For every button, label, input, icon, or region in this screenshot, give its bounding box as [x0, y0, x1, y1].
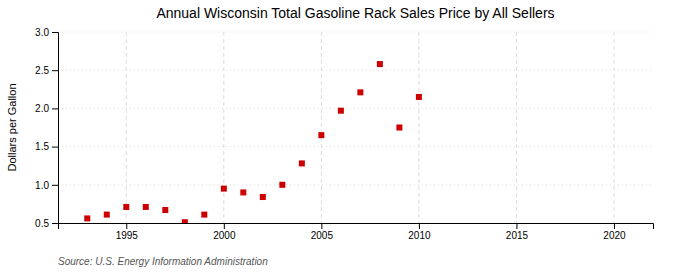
grid-line: [58, 32, 653, 33]
point: [279, 182, 285, 188]
x-tick: 2015: [506, 223, 529, 241]
y-tick-mark: [52, 185, 58, 186]
x-tick-label: 2015: [506, 230, 529, 241]
point: [143, 204, 149, 210]
grid-line: [58, 146, 653, 147]
y-tick-label: 1.5: [35, 141, 49, 152]
point: [338, 108, 344, 114]
grid: [58, 32, 653, 223]
y-tick: 1.5: [35, 141, 58, 152]
y-axis-line: [52, 33, 59, 224]
x-axis-line: [59, 224, 654, 230]
point: [221, 186, 227, 192]
y-axis: 0.5 1.0 1.5 2.0 2.5 3.0: [35, 27, 58, 229]
point: [260, 194, 266, 200]
point: [162, 207, 168, 213]
grid-line: [58, 70, 653, 71]
title: Annual Wisconsin Total Gasoline Rack Sal…: [156, 5, 554, 21]
y-tick: 0.5: [35, 218, 58, 229]
point: [201, 212, 207, 218]
point: [84, 215, 90, 221]
grid-line: [321, 32, 322, 223]
point: [357, 89, 363, 95]
point: [104, 212, 110, 218]
y-tick-mark: [52, 70, 58, 71]
chart: 1995 2000 2005 2010 2015 2020 0.5 1.0 1.5 2.0 2.5 3…: [0, 0, 675, 275]
x-tick-mark: [419, 223, 420, 229]
grid-line: [516, 32, 517, 223]
y-tick: 2.0: [35, 103, 58, 114]
point: [377, 61, 383, 67]
point: [182, 219, 188, 223]
grid-line: [223, 32, 224, 223]
point: [240, 189, 246, 195]
x-tick-mark: [614, 223, 615, 229]
x-tick-mark: [224, 223, 225, 229]
x-axis: 1995 2000 2005 2010 2015 2020: [59, 223, 654, 241]
y-tick-label: 3.0: [35, 27, 49, 38]
point: [396, 125, 402, 131]
y-tick-mark: [52, 32, 58, 33]
x-tick-label: 2000: [213, 230, 236, 241]
source-note: Source: U.S. Energy Information Administ…: [58, 256, 268, 267]
plot: 1995 2000 2005 2010 2015 2020 0.5 1.0 1.5 2.0 2.5 3…: [35, 27, 653, 241]
y-axis-title: Dollars per Gallon: [6, 83, 18, 171]
x-tick-mark: [321, 223, 322, 229]
x-tick-label: 2005: [311, 230, 334, 241]
x-tick: 2010: [408, 223, 431, 241]
y-tick: 3.0: [35, 27, 58, 38]
x-tick-label: 2010: [408, 230, 431, 241]
grid-line: [613, 32, 614, 223]
x-tick-mark: [126, 223, 127, 229]
x-tick: 2005: [311, 223, 334, 241]
y-tick-label: 1.0: [35, 180, 49, 191]
x-tick: 2020: [603, 223, 626, 241]
x-tick-mark: [516, 223, 517, 229]
x-tick: 2000: [213, 223, 236, 241]
y-tick-label: 2.0: [35, 103, 49, 114]
grid-line: [418, 32, 419, 223]
x-tick-label: 1995: [116, 230, 139, 241]
y-tick-mark: [52, 147, 58, 148]
x-tick: 1995: [116, 223, 139, 241]
y-tick: 1.0: [35, 180, 58, 191]
point: [416, 94, 422, 100]
y-tick: 2.5: [35, 65, 58, 76]
grid-line: [58, 184, 653, 185]
x-tick-label: 2020: [603, 230, 626, 241]
grid-line: [58, 108, 653, 109]
grid-line: [126, 32, 127, 223]
point: [299, 160, 305, 166]
y-tick-label: 0.5: [35, 218, 49, 229]
point: [318, 132, 324, 138]
points: [84, 61, 422, 223]
y-tick-mark: [52, 108, 58, 109]
y-tick-mark: [52, 223, 58, 224]
y-tick-label: 2.5: [35, 65, 49, 76]
point: [123, 204, 129, 210]
